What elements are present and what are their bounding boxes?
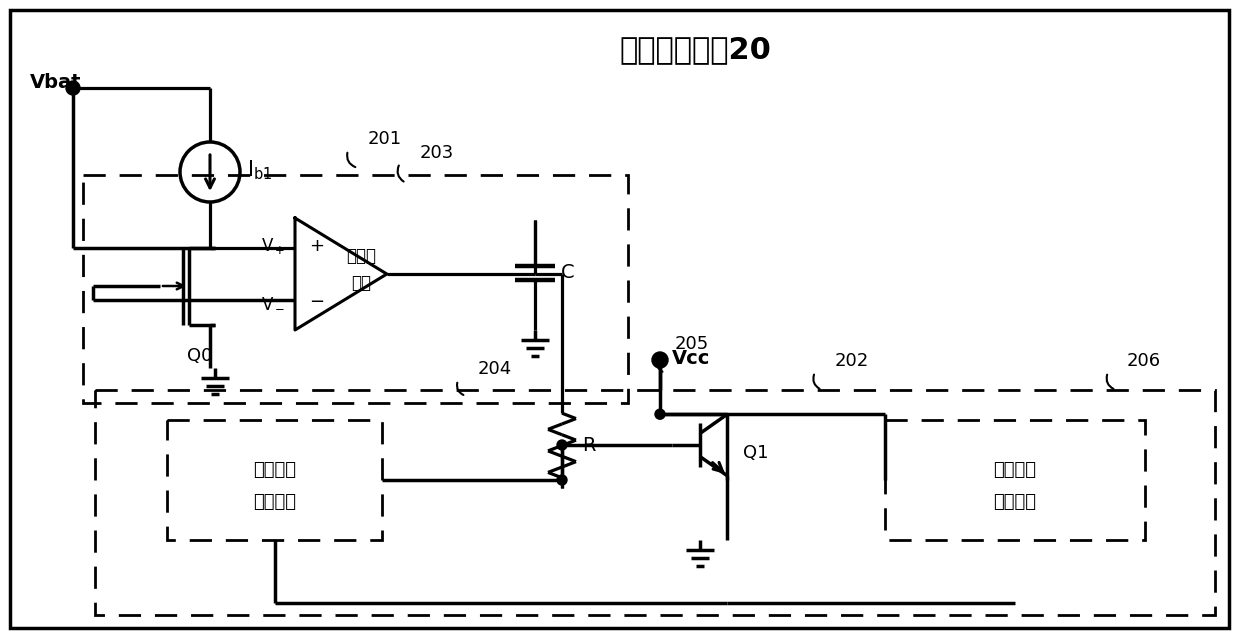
Text: V$_+$: V$_+$ [260,236,285,256]
Text: C: C [561,262,575,281]
Circle shape [66,81,81,95]
Bar [167,420,382,540]
Text: +: + [309,237,325,255]
Text: 202: 202 [835,352,870,370]
Text: −: − [309,293,325,311]
Circle shape [652,352,668,368]
Circle shape [558,440,567,450]
Bar [83,175,628,403]
Text: V$_-$: V$_-$ [260,293,285,311]
Bar [95,390,1215,615]
Circle shape [558,475,567,485]
Text: 204: 204 [478,360,512,378]
Text: Vbat: Vbat [30,73,82,91]
Text: Vcc: Vcc [672,348,710,367]
Text: Q0: Q0 [187,347,213,365]
Text: 201: 201 [368,130,403,148]
Text: $\rm I_{b1}$: $\rm I_{b1}$ [247,158,273,182]
Text: Q1: Q1 [743,444,768,462]
Text: 206: 206 [1127,352,1161,370]
Text: 射频信号: 射频信号 [994,461,1037,479]
Text: 205: 205 [675,335,709,353]
Text: R: R [582,436,596,455]
Text: 输出电路: 输出电路 [994,493,1037,510]
Bar [885,420,1145,540]
Text: 输入电路: 输入电路 [253,493,296,510]
Text: 信号放大电路20: 信号放大电路20 [620,36,771,64]
Text: 203: 203 [420,144,455,162]
Circle shape [655,409,665,419]
Text: 射频信号: 射频信号 [253,461,296,479]
Text: 运算放
大器: 运算放 大器 [346,248,375,292]
